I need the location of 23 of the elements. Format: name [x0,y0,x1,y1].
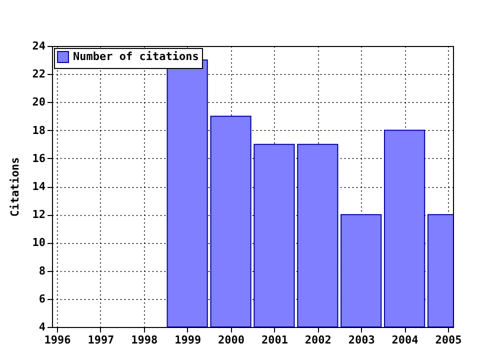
y-tick-label: 12 [32,208,46,222]
x-tick-label: 2001 [261,334,288,346]
y-axis-title: Citations [8,157,22,217]
x-tick-label: 1999 [174,334,202,346]
y-tick-label: 8 [38,264,46,278]
y-tick-label: 10 [32,236,46,250]
y-tick-label: 22 [32,68,46,81]
y-tick-label: 24 [32,40,46,52]
legend-label: Number of citations [73,50,199,63]
x-tick-label: 2004 [392,334,419,346]
x-tick-label: 1996 [44,334,72,346]
y-tick-label: 4 [38,320,46,334]
y-tick-label: 16 [32,152,46,165]
x-tick-label: 2003 [348,334,375,346]
x-tick-label: 2000 [218,334,245,346]
y-tick-label: 20 [32,96,46,109]
x-tick-label: 1997 [88,334,114,346]
x-tick-label: 1998 [131,334,158,346]
x-tick-label: 2002 [304,334,332,346]
y-tick-label: 18 [32,124,46,137]
x-tick-label: 2005 [435,334,462,346]
y-tick-label: 14 [32,180,46,193]
y-tick-label: 6 [38,292,46,306]
